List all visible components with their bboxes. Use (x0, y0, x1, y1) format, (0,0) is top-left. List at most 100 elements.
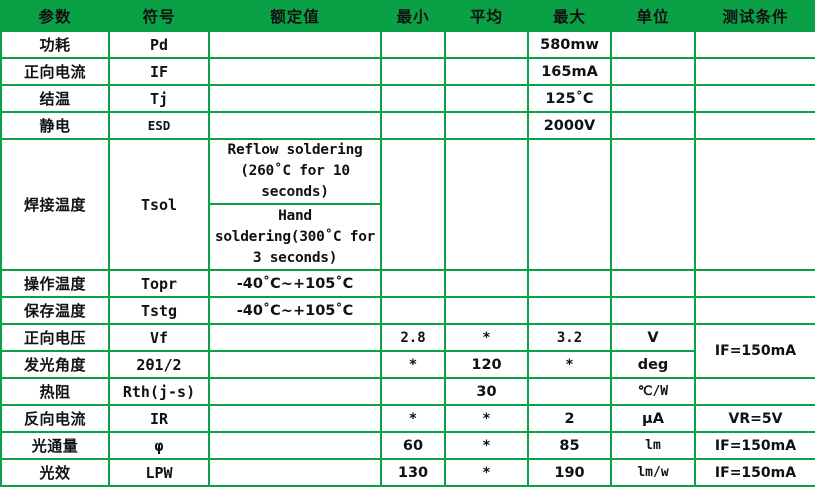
cell-parameter: 正向电压 (0, 323, 110, 352)
cell-typical: * (444, 404, 529, 433)
cell-max (527, 269, 612, 298)
table-row: 操作温度 Topr -40˚C~+105˚C (0, 269, 815, 298)
cell-test-condition (694, 377, 815, 406)
cell-min: 60 (380, 431, 446, 460)
cell-symbol: φ (108, 431, 210, 460)
cell-parameter: 结温 (0, 84, 110, 113)
cell-unit (610, 84, 696, 113)
cell-min (380, 111, 446, 140)
cell-symbol: IR (108, 404, 210, 433)
cell-min (380, 269, 446, 298)
cell-unit: lm/w (610, 458, 696, 487)
column-header-unit: 单位 (610, 0, 696, 32)
cell-max: 3.2 (527, 323, 612, 352)
reflow-soldering-text: Reflow soldering (260˚C for 10 seconds) (210, 140, 380, 205)
cell-parameter: 反向电流 (0, 404, 110, 433)
cell-symbol: LPW (108, 458, 210, 487)
cell-typical: 30 (444, 377, 529, 406)
table-row: 静电 ESD 2000V (0, 111, 815, 140)
cell-unit: V (610, 323, 696, 352)
cell-max: 125˚C (527, 84, 612, 113)
cell-min: * (380, 404, 446, 433)
cell-rating (208, 84, 382, 113)
table-row-soldering: 焊接温度 Tsol Reflow soldering (260˚C for 10… (0, 138, 815, 271)
cell-min (380, 84, 446, 113)
cell-symbol: Pd (108, 30, 210, 59)
cell-rating-soldering: Reflow soldering (260˚C for 10 seconds) … (208, 138, 382, 271)
cell-test-condition (694, 57, 815, 86)
column-header-max: 最大 (527, 0, 612, 32)
cell-test-condition (694, 269, 815, 298)
cell-rating (208, 404, 382, 433)
cell-unit: deg (610, 350, 696, 379)
cell-rating (208, 111, 382, 140)
cell-min: * (380, 350, 446, 379)
cell-test-condition: VR=5V (694, 404, 815, 433)
cell-unit (610, 296, 696, 325)
column-header-symbol: 符号 (108, 0, 210, 32)
table-row: 正向电压 Vf 2.8 * 3.2 V IF=150mA (0, 323, 815, 379)
cell-parameter: 光效 (0, 458, 110, 487)
column-header-rating: 额定值 (208, 0, 382, 32)
table-row: 保存温度 Tstg -40˚C~+105˚C (0, 296, 815, 325)
cell-test-condition (694, 84, 815, 113)
cell-min (380, 377, 446, 406)
column-header-parameter: 参数 (0, 0, 110, 32)
cell-typical (444, 138, 529, 271)
cell-typical: * (444, 323, 529, 352)
cell-test-condition (694, 138, 815, 271)
cell-min (380, 138, 446, 271)
cell-max (527, 296, 612, 325)
cell-typical: 120 (444, 350, 529, 379)
cell-parameter: 发光角度 (0, 350, 110, 379)
cell-min (380, 57, 446, 86)
cell-test-condition: IF=150mA (694, 323, 815, 379)
table-row: 热阻 Rth(j-s) 30 ℃/W (0, 377, 815, 406)
header-row: 参数 符号 额定值 最小 平均 最大 单位 测试条件 (0, 0, 815, 32)
cell-max (527, 377, 612, 406)
cell-symbol: Tsol (108, 138, 210, 271)
cell-test-condition: IF=150mA (694, 431, 815, 460)
cell-typical: * (444, 458, 529, 487)
cell-unit (610, 30, 696, 59)
table-row: 正向电流 IF 165mA (0, 57, 815, 86)
cell-min (380, 296, 446, 325)
cell-max (527, 138, 612, 271)
cell-max: * (527, 350, 612, 379)
cell-max: 85 (527, 431, 612, 460)
cell-typical (444, 57, 529, 86)
column-header-test-condition: 测试条件 (694, 0, 815, 32)
cell-test-condition (694, 30, 815, 59)
cell-symbol: Rth(j-s) (108, 377, 210, 406)
cell-unit (610, 111, 696, 140)
cell-symbol: Topr (108, 269, 210, 298)
cell-rating (208, 323, 382, 352)
cell-parameter: 正向电流 (0, 57, 110, 86)
cell-typical (444, 269, 529, 298)
cell-parameter: 操作温度 (0, 269, 110, 298)
cell-rating (208, 57, 382, 86)
cell-test-condition: IF=150mA (694, 458, 815, 487)
cell-parameter: 光通量 (0, 431, 110, 460)
cell-unit (610, 138, 696, 271)
cell-symbol: IF (108, 57, 210, 86)
cell-parameter: 热阻 (0, 377, 110, 406)
column-header-typical: 平均 (444, 0, 529, 32)
table-row: 功耗 Pd 580mw (0, 30, 815, 59)
cell-symbol: Tj (108, 84, 210, 113)
cell-test-condition (694, 296, 815, 325)
cell-typical (444, 84, 529, 113)
cell-rating: -40˚C~+105˚C (208, 269, 382, 298)
cell-typical (444, 111, 529, 140)
table-row: 光通量 φ 60 * 85 lm IF=150mA (0, 431, 815, 460)
cell-unit (610, 269, 696, 298)
cell-rating: -40˚C~+105˚C (208, 296, 382, 325)
cell-parameter: 焊接温度 (0, 138, 110, 271)
cell-typical (444, 30, 529, 59)
cell-parameter: 功耗 (0, 30, 110, 59)
table-row: 发光角度 2θ1/2 * 120 * deg (0, 350, 815, 379)
cell-max: 190 (527, 458, 612, 487)
table-row: 结温 Tj 125˚C (0, 84, 815, 113)
cell-rating (208, 458, 382, 487)
